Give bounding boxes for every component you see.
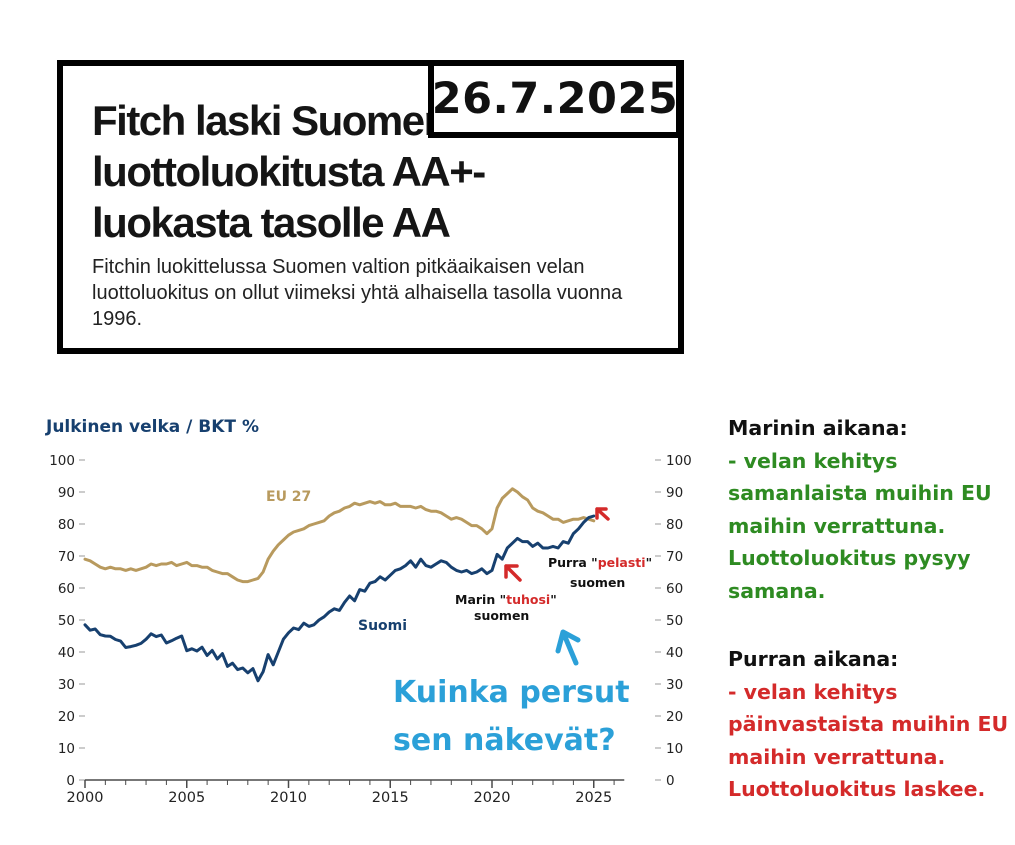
x-tick-label: 2005 bbox=[168, 790, 205, 806]
chart-title: Julkinen velka / BKT % bbox=[45, 417, 259, 437]
marin-annotation: Marin "tuhosi" suomen bbox=[455, 564, 557, 623]
x-tick-label: 2020 bbox=[474, 790, 511, 806]
y-tick-label: 80 bbox=[58, 517, 75, 533]
x-axis: 2000 2005 2010 2015 2020 2025 bbox=[67, 779, 625, 806]
marin-commentary-heading: Marinin aikana: bbox=[728, 416, 908, 440]
purra-commentary-line: maihin verrattuna. bbox=[728, 744, 946, 769]
y-tick-label: 70 bbox=[58, 549, 75, 565]
y-tick-label-right: 40 bbox=[666, 645, 683, 661]
y-tick-label-right: 20 bbox=[666, 709, 683, 725]
y-tick-label: 100 bbox=[49, 453, 75, 469]
series-line-suomi bbox=[83, 514, 596, 683]
marin-arrow-icon bbox=[504, 564, 522, 582]
y-tick-label-right: 60 bbox=[666, 581, 683, 597]
y-tick-label: 40 bbox=[58, 645, 75, 661]
y-axis-right: 0 10 20 30 40 50 60 70 80 90 100 bbox=[655, 453, 692, 789]
y-tick-label: 50 bbox=[58, 613, 75, 629]
y-tick-label-right: 0 bbox=[666, 773, 675, 789]
y-tick-label: 20 bbox=[58, 709, 75, 725]
y-tick-label-right: 80 bbox=[666, 517, 683, 533]
x-tick-label: 2000 bbox=[67, 790, 104, 806]
series-label-suomi: Suomi bbox=[358, 618, 407, 634]
svg-text:Purra "pelasti": Purra "pelasti" bbox=[548, 555, 652, 570]
svg-text:Marin "tuhosi": Marin "tuhosi" bbox=[455, 592, 557, 607]
question-line-2: sen näkevät? bbox=[393, 723, 616, 758]
marin-commentary-line: maihin verrattuna. bbox=[728, 513, 946, 538]
y-tick-label: 0 bbox=[66, 773, 75, 789]
marin-annotation-suffix: " bbox=[550, 592, 557, 607]
purra-commentary-line: - velan kehitys bbox=[728, 679, 898, 704]
y-tick-label-right: 30 bbox=[666, 677, 683, 693]
headline: Fitch laski Suomen luottoluokitusta AA+-… bbox=[92, 97, 486, 246]
y-axis-left: 0 10 20 30 40 50 60 70 80 90 100 bbox=[49, 453, 85, 789]
lede-paragraph: Fitchin luokittelussa Suomen valtion pit… bbox=[92, 256, 623, 330]
y-tick-label-right: 50 bbox=[666, 613, 683, 629]
series-label-eu27: EU 27 bbox=[266, 489, 311, 505]
y-tick-label: 10 bbox=[58, 741, 75, 757]
question-arrow-icon bbox=[555, 629, 581, 666]
marin-commentary-line: samanlaista muihin EU bbox=[728, 481, 992, 505]
y-tick-label-right: 70 bbox=[666, 549, 683, 565]
marin-annotation-line2: suomen bbox=[474, 608, 529, 623]
y-tick-label: 60 bbox=[58, 581, 75, 597]
purra-commentary-line: päinvastaista muihin EU bbox=[728, 712, 1009, 736]
marin-annotation-word: tuhosi bbox=[506, 592, 550, 607]
purra-arrow-icon bbox=[595, 507, 610, 521]
x-tick-label: 2010 bbox=[270, 790, 307, 806]
marin-commentary: Marinin aikana: - velan kehitys samanlai… bbox=[728, 412, 992, 607]
marin-annotation-prefix: Marin " bbox=[455, 592, 506, 607]
x-tick-label: 2015 bbox=[372, 790, 409, 806]
purra-annotation-suffix: " bbox=[646, 555, 653, 570]
y-tick-label: 30 bbox=[58, 677, 75, 693]
purra-annotation-prefix: Purra " bbox=[548, 555, 598, 570]
y-tick-label-right: 90 bbox=[666, 485, 683, 501]
purra-annotation: Purra "pelasti" suomen bbox=[548, 507, 652, 590]
date-badge: 26.7.2025 bbox=[428, 60, 682, 138]
series-lines bbox=[83, 487, 596, 683]
y-tick-label: 90 bbox=[58, 485, 75, 501]
y-tick-label-right: 100 bbox=[666, 453, 692, 469]
purra-commentary: Purran aikana: - velan kehitys päinvasta… bbox=[728, 643, 1008, 806]
marin-commentary-line: - velan kehitys bbox=[728, 448, 898, 473]
marin-commentary-line: samana. bbox=[728, 578, 826, 603]
purra-commentary-line: Luottoluokitus laskee. bbox=[728, 777, 986, 801]
debt-chart: Julkinen velka / BKT % 0 10 20 30 40 50 60 70 80… bbox=[45, 417, 692, 806]
question-line-1: Kuinka persut bbox=[393, 675, 630, 710]
series-line-eu-27 bbox=[83, 487, 596, 584]
marin-commentary-line: Luottoluokitus pysyy bbox=[728, 546, 971, 570]
purra-annotation-line2: suomen bbox=[570, 575, 625, 590]
x-tick-label: 2025 bbox=[575, 790, 612, 806]
purra-annotation-word: pelasti bbox=[598, 555, 646, 570]
purra-commentary-heading: Purran aikana: bbox=[728, 647, 899, 671]
y-tick-label-right: 10 bbox=[666, 741, 683, 757]
